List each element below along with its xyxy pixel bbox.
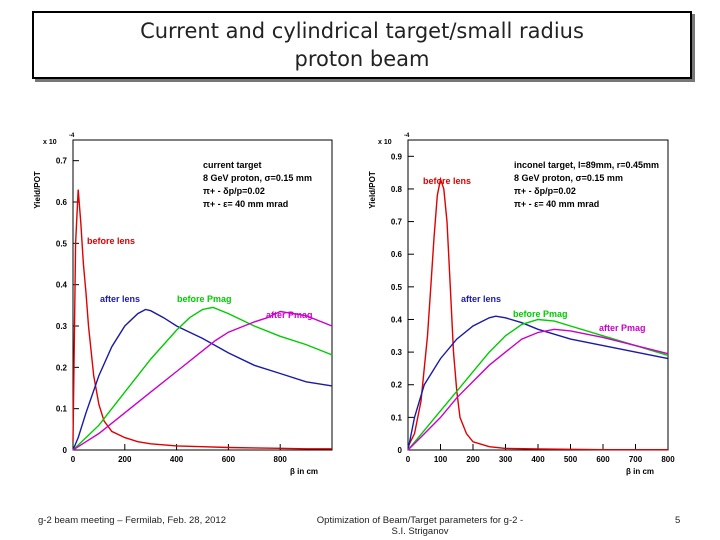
series-line-1 (407, 315, 669, 451)
footer-center-line1: Optimization of Beam/Target parameters f… (316, 515, 524, 526)
footer-center-line2: S.I. Striganov (391, 526, 449, 537)
annotation-0: inconel target, l=89mm, r=0.45mm (514, 160, 659, 170)
y-tick-label: 0 (398, 446, 403, 455)
annotation-1: 8 GeV proton, σ=0.15 mm (514, 173, 623, 183)
y-tick-label: 0.3 (391, 348, 403, 357)
x-tick-label: 100 (434, 455, 448, 464)
series-label-2: before Pmag (177, 294, 232, 304)
y-axis-label: Yield/POT (368, 171, 377, 209)
y-tick-label: 0.2 (391, 381, 403, 390)
series-label-3: after Pmag (266, 310, 313, 320)
series-label-3: after Pmag (599, 323, 646, 333)
x-axis-label: β in cm (290, 467, 318, 476)
x-tick-label: 300 (499, 455, 513, 464)
y-tick-label: 0.5 (391, 283, 403, 292)
x-axis-label: β in cm (626, 467, 654, 476)
x-tick-label: 500 (564, 455, 578, 464)
y-tick-label: 0 (63, 446, 68, 455)
x-tick-label: 0 (71, 455, 76, 464)
x-tick-label: 0 (406, 455, 411, 464)
series-line-0 (407, 176, 668, 451)
y-axis-label: Yield/POT (33, 171, 42, 209)
y-exponent-power: -4 (404, 133, 410, 139)
y-tick-label: 0.5 (56, 239, 68, 248)
y-exponent-label: x 10 (43, 139, 57, 146)
annotation-2: π+ - δp/p=0.02 (514, 186, 576, 196)
chart-left: 0 0.1 0.2 0.3 0.4 0.5 0.6 0.7 0 200 400 600 800 Yield… (33, 133, 333, 476)
y-tick-label: 0.1 (391, 413, 403, 422)
y-tick-label: 0.7 (391, 218, 403, 227)
slide-title-line2: proton beam (294, 47, 430, 71)
x-tick-label: 800 (661, 455, 675, 464)
slide-title-line1: Current and cylindrical target/small rad… (140, 19, 584, 43)
y-tick-label: 0.9 (391, 152, 403, 161)
y-tick-label: 0.4 (391, 315, 403, 324)
y-tick-label: 0.1 (56, 405, 68, 414)
annotation-1: 8 GeV proton, σ=0.15 mm (203, 173, 312, 183)
footer-center: Optimization of Beam/Target parameters f… (290, 515, 550, 537)
series-label-0: before lens (423, 176, 471, 186)
x-tick-label: 200 (466, 455, 480, 464)
series-label-0: before lens (87, 236, 135, 246)
y-tick-label: 0.6 (56, 198, 68, 207)
y-tick-label: 0.4 (56, 281, 68, 290)
x-tick-label: 800 (274, 455, 288, 464)
slide-title-box: Current and cylindrical target/small rad… (32, 11, 692, 79)
series-label-1: after lens (100, 294, 140, 304)
annotation-3: π+ - ε= 40 mm mrad (514, 199, 599, 209)
footer-left: g-2 beam meeting – Fermilab, Feb. 28, 20… (38, 515, 226, 526)
y-exponent-label: x 10 (378, 139, 392, 146)
y-tick-label: 0.8 (391, 185, 403, 194)
y-tick-label: 0.2 (56, 363, 68, 372)
x-tick-label: 600 (222, 455, 236, 464)
x-tick-label: 400 (531, 455, 545, 464)
annotation-0: current target (203, 160, 262, 170)
page-number: 5 (675, 515, 680, 526)
annotation-3: π+ - ε= 40 mm mrad (203, 199, 288, 209)
chart-right: 0 0.1 0.2 0.3 0.4 0.5 0.6 0.7 0.8 0.9 0 100 200 300 40… (368, 133, 675, 476)
y-tick-label: 0.6 (391, 250, 403, 259)
series-line-2 (407, 318, 669, 451)
series-line-3 (407, 328, 669, 451)
series-label-1: after lens (461, 294, 501, 304)
page-number-text: 5 (675, 515, 681, 526)
series-line-3 (72, 310, 333, 451)
x-tick-label: 600 (596, 455, 610, 464)
y-exponent-power: -4 (69, 133, 75, 139)
x-tick-label: 200 (118, 455, 132, 464)
series-line-2 (72, 306, 333, 451)
annotation-2: π+ - δp/p=0.02 (203, 186, 265, 196)
y-tick-label: 0.3 (56, 322, 68, 331)
x-tick-label: 700 (629, 455, 643, 464)
x-tick-label: 400 (170, 455, 184, 464)
series-label-2: before Pmag (513, 309, 568, 319)
y-tick-label: 0.7 (56, 157, 68, 166)
footer-left-text: g-2 beam meeting – Fermilab, Feb. 28, 20… (38, 515, 226, 526)
plot-frame (72, 139, 333, 451)
series-line-1 (72, 308, 333, 451)
